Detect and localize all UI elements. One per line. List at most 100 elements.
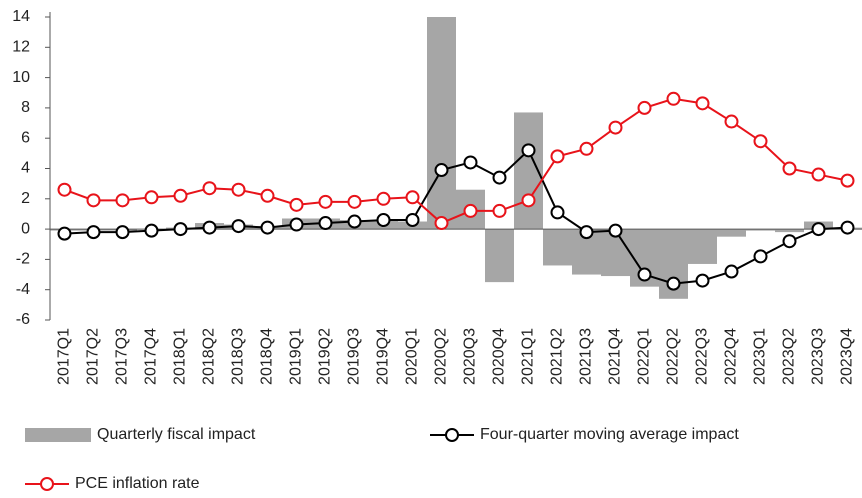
x-tick-label: 2022Q4 [723, 328, 740, 385]
marker [782, 234, 797, 249]
marker [753, 134, 768, 149]
marker [550, 149, 565, 164]
marker [840, 220, 855, 235]
x-tick-label: 2020Q2 [433, 328, 450, 385]
x-tick-label: 2018Q2 [201, 328, 218, 385]
marker [376, 213, 391, 228]
x-tick-label: 2023Q4 [839, 328, 856, 385]
marker [724, 114, 739, 129]
marker [173, 222, 188, 237]
x-tick-label: 2021Q4 [607, 328, 624, 385]
line [64, 97, 848, 225]
marker [434, 163, 449, 178]
x-tick-label: 2022Q2 [665, 328, 682, 385]
marker [521, 143, 536, 158]
y-tick-label: 8 [21, 99, 30, 116]
marker [666, 276, 681, 291]
x-tick-label: 2022Q3 [694, 328, 711, 385]
x-tick-label: 2017Q3 [114, 328, 131, 385]
marker [86, 193, 101, 208]
marker [492, 170, 507, 185]
marker [637, 100, 652, 115]
marker [695, 96, 710, 111]
marker [811, 222, 826, 237]
marker [289, 197, 304, 212]
x-tick-label: 2018Q4 [259, 328, 276, 385]
y-tick-label: 12 [12, 39, 30, 56]
legend-marker [445, 428, 459, 442]
marker [550, 205, 565, 220]
marker [318, 216, 333, 231]
marker [115, 193, 130, 208]
bar [543, 229, 572, 266]
y-tick-label: 10 [12, 69, 30, 86]
marker [405, 213, 420, 228]
x-tick-label: 2019Q3 [346, 328, 363, 385]
y-tick-label: 4 [21, 160, 30, 177]
marker [57, 182, 72, 197]
marker [608, 120, 623, 135]
marker [347, 214, 362, 229]
marker [260, 220, 275, 235]
y-tick-label: -4 [16, 281, 30, 298]
marker [521, 193, 536, 208]
x-tick-label: 2020Q3 [462, 328, 479, 385]
marker [434, 216, 449, 231]
marker [782, 161, 797, 176]
marker [260, 188, 275, 203]
y-tick-label: -2 [16, 251, 30, 268]
y-tick-label: 2 [21, 190, 30, 207]
x-tick-label: 2023Q3 [810, 328, 827, 385]
bar [485, 229, 514, 283]
marker [173, 188, 188, 203]
marker [376, 191, 391, 206]
x-tick-label: 2017Q4 [143, 328, 160, 385]
marker [115, 225, 130, 240]
x-tick-label: 2019Q2 [317, 328, 334, 385]
marker [231, 219, 246, 234]
x-tick-label: 2018Q3 [230, 328, 247, 385]
x-tick-label: 2020Q1 [404, 328, 421, 385]
legend-swatch [25, 428, 91, 442]
line [64, 148, 848, 285]
marker [695, 273, 710, 288]
y-tick-label: 6 [21, 129, 30, 146]
marker [347, 194, 362, 209]
legend-marker [40, 477, 54, 491]
marker [811, 167, 826, 182]
marker [608, 223, 623, 238]
legend-label: PCE inflation rate [75, 475, 200, 492]
y-tick-label: 14 [12, 8, 30, 25]
bar [775, 229, 804, 233]
marker [463, 203, 478, 218]
x-tick-label: 2023Q1 [752, 328, 769, 385]
bar [717, 229, 746, 237]
marker [840, 173, 855, 188]
x-tick-label: 2021Q2 [549, 328, 566, 385]
y-tick-label: 0 [21, 220, 30, 237]
x-tick-label: 2018Q1 [172, 328, 189, 385]
marker [144, 223, 159, 238]
marker [753, 249, 768, 264]
marker [86, 225, 101, 240]
legend-item: PCE inflation rate [25, 475, 200, 492]
marker [289, 217, 304, 232]
marker [492, 203, 507, 218]
legend-label: Four-quarter moving average impact [480, 426, 739, 443]
x-tick-label: 2022Q1 [636, 328, 653, 385]
marker [666, 91, 681, 106]
x-tick-label: 2019Q1 [288, 328, 305, 385]
marker [463, 155, 478, 170]
x-tick-label: 2021Q1 [520, 328, 537, 385]
marker [57, 226, 72, 241]
x-tick-label: 2023Q2 [781, 328, 798, 385]
bar [688, 229, 717, 264]
legend-item: Four-quarter moving average impact [430, 426, 739, 443]
marker [231, 182, 246, 197]
x-tick-label: 2019Q4 [375, 328, 392, 385]
x-tick-label: 2021Q3 [578, 328, 595, 385]
marker [724, 264, 739, 279]
marker [579, 141, 594, 156]
marker [318, 194, 333, 209]
bar [427, 17, 456, 230]
